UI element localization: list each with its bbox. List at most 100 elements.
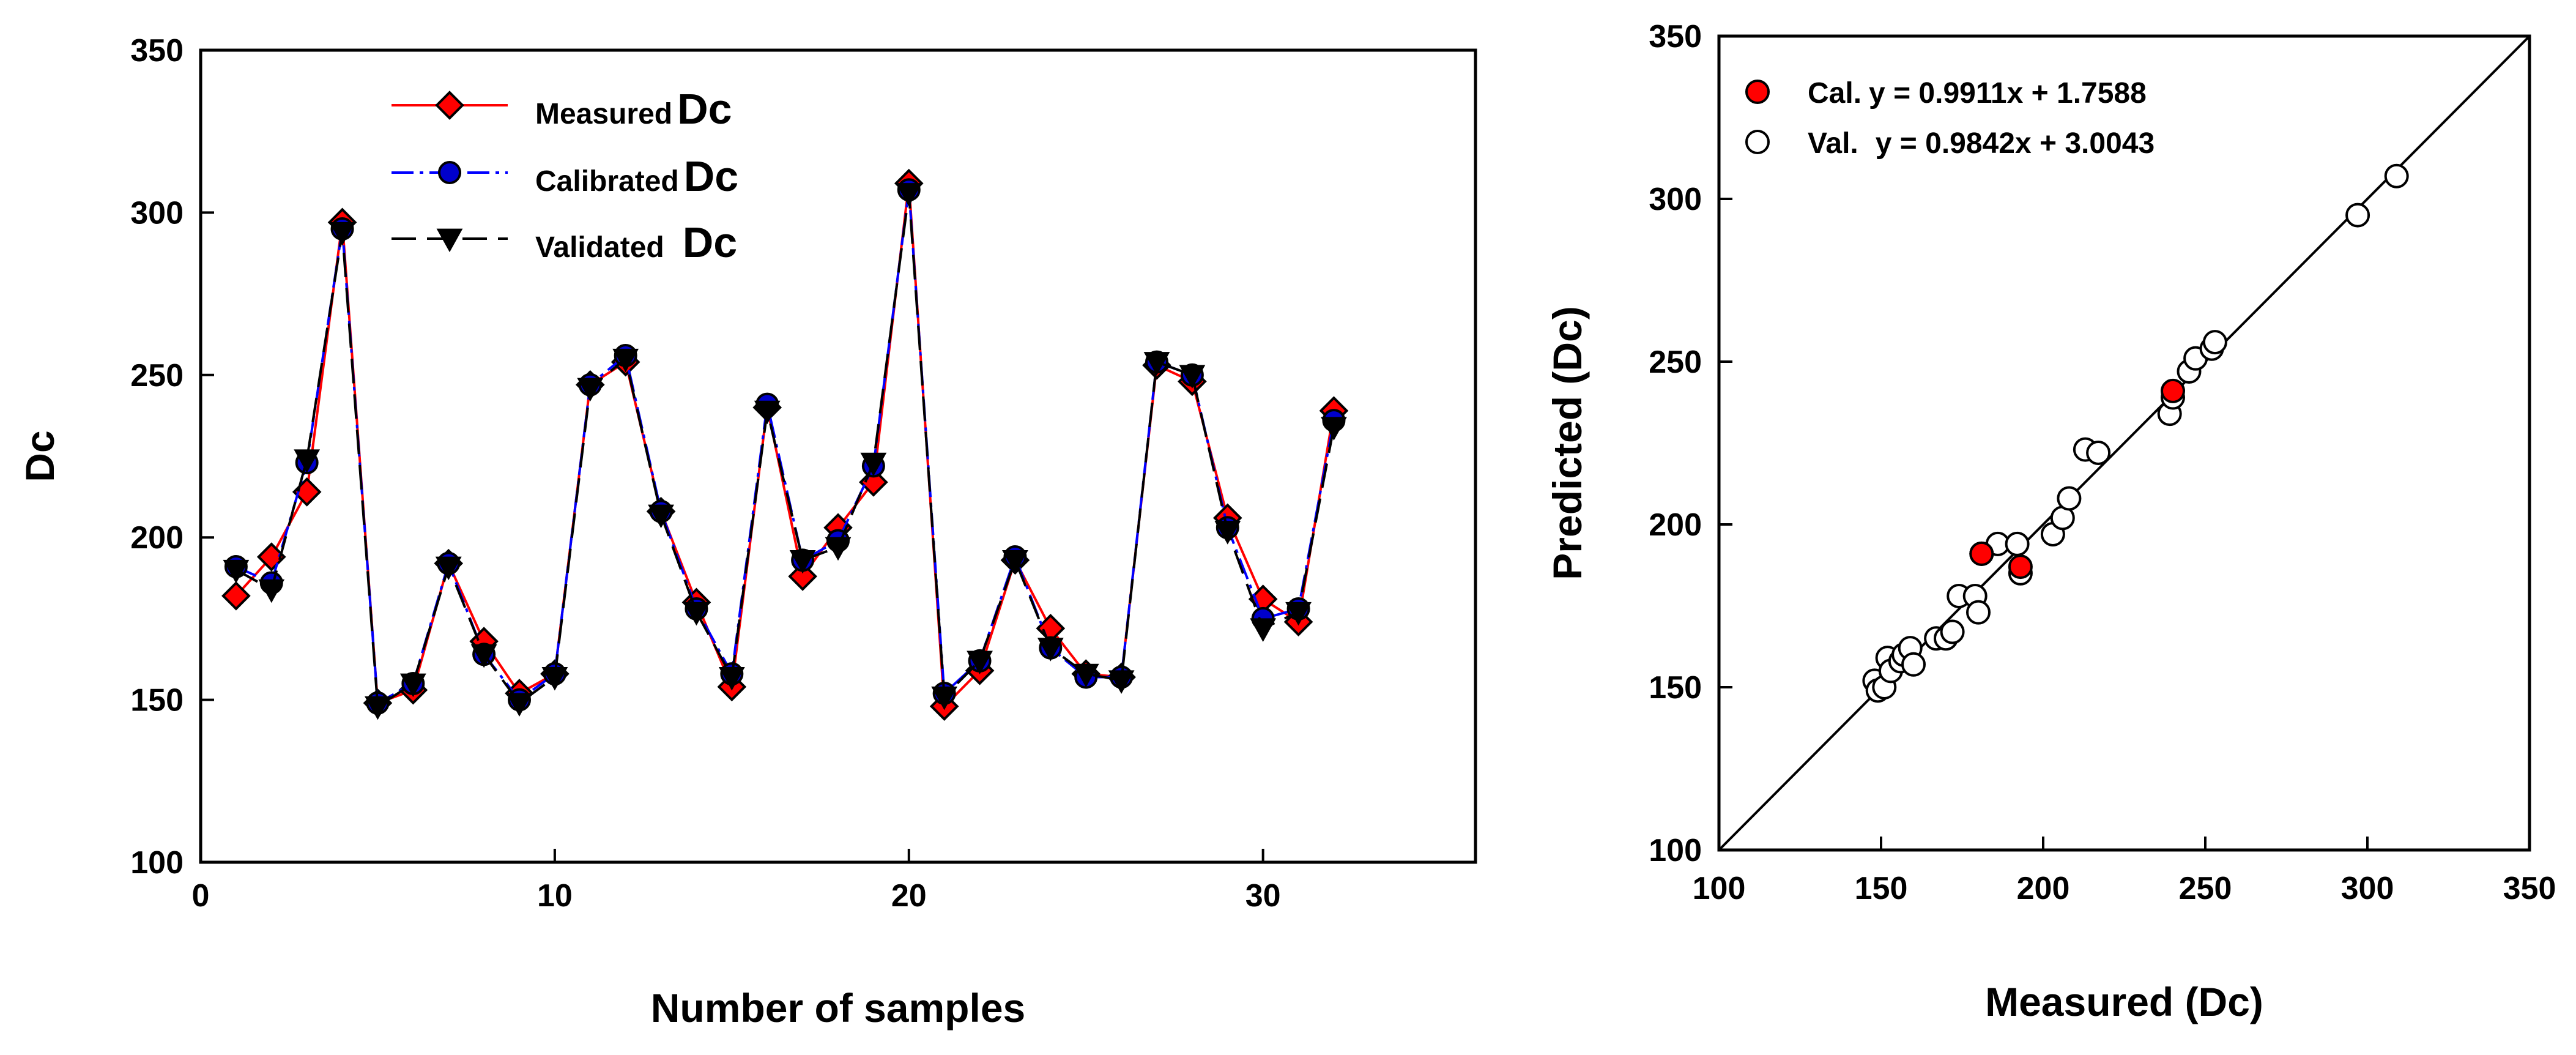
data-point [754,400,781,425]
data-point [256,542,286,572]
legend-marker [436,228,463,253]
data-point [1108,670,1135,694]
x-tick-label: 350 [2503,871,2556,906]
legend-label: Calibrated [535,165,679,198]
y-tick-label: 200 [130,520,184,556]
series-cal [1969,378,2185,580]
x-tick-label: 200 [2017,871,2070,906]
legend-marker [1745,130,1770,154]
y-tick-label: 350 [1649,19,1702,54]
data-point [1901,652,1926,677]
y-tick-label: 150 [130,683,184,718]
x-tick-label: 20 [891,878,927,914]
data-point [1037,638,1064,662]
plot-frame [1717,34,2531,852]
data-point [931,686,958,710]
data-point [1002,550,1028,574]
series-val [1862,163,2409,703]
data-point [789,550,816,574]
data-point [2005,531,2030,556]
series-line [236,189,1335,706]
x-tick-label: 250 [2179,871,2232,906]
data-point [2384,163,2409,188]
legend: Cal. y = 0.9911x + 1.7588 Val. y = 0.9842x … [1745,77,2155,160]
data-point [1966,600,1991,625]
series-measured [221,168,1349,721]
legend-suffix: Dc [677,85,732,133]
data-point [1940,619,1965,644]
data-point [470,644,497,668]
data-point [506,693,533,717]
data-point [2202,330,2227,355]
legend-label: Val. [1808,127,1858,160]
legend-marker [435,91,464,120]
data-point [258,579,285,603]
legend-label: Validated [535,231,664,264]
data-point [1285,602,1312,626]
series-validated [223,183,1347,720]
data-point [1072,663,1099,688]
y-tick-label: 100 [130,845,184,881]
data-point [2345,203,2370,228]
y-tick-label: 100 [1649,833,1702,868]
data-point [541,667,568,691]
y-tick-label: 300 [130,195,184,231]
data-point [648,504,674,529]
data-point [896,183,922,207]
data-point [683,602,710,626]
legend-entry: Validated Dc [535,218,737,266]
x-tick-label: 300 [2341,871,2394,906]
data-point [1179,365,1206,389]
data-point [1250,618,1277,642]
series-line [235,193,1335,709]
data-point [329,222,355,246]
line-chart: 100 150 200 250 300 350 0 10 20 30 Number of sampl… [17,33,1477,1031]
data-point [435,556,462,581]
x-tick-label: 0 [192,878,210,914]
series-line [235,183,1335,709]
data-point [1321,417,1347,441]
y-tick-label: 300 [1649,182,1702,217]
data-point [399,673,426,698]
data-point [612,348,639,373]
y-tick-label: 250 [1649,345,1702,380]
legend-label: Cal. [1808,77,1861,110]
scatter-chart: 100 150 200 250 300 350 100 150 200 250 300 350 Meas… [1545,19,2556,1024]
y-axis-title: Dc [17,430,62,482]
legend-entry: Measured Dc [535,85,732,133]
y-tick-label: 350 [130,33,184,69]
y-tick-label: 200 [1649,507,1702,543]
legend-equation: y = 0.9911x + 1.7588 [1869,77,2147,110]
data-point [223,559,250,584]
data-point [1969,541,1994,566]
data-point [2086,440,2111,465]
legend-suffix: Dc [683,218,737,266]
data-point [2008,554,2033,580]
legend-equation: y = 0.9842x + 3.0043 [1876,127,2155,160]
data-point [1214,521,1241,545]
data-point [860,452,887,477]
x-tick-label: 100 [1693,871,1746,906]
legend-label: Measured [535,98,672,130]
data-point [2057,486,2082,511]
data-point [577,378,604,402]
legend-marker [438,161,461,184]
y-tick-label: 150 [1649,670,1702,706]
data-point [718,667,745,691]
y-tick-label: 250 [130,358,184,393]
plot-frame [199,48,1477,864]
data-point [365,696,391,720]
x-tick-label: 10 [537,878,573,914]
data-point [967,651,993,675]
x-axis-title: Measured (Dc) [1985,979,2263,1024]
x-tick-label: 30 [1245,878,1281,914]
y-axis-title: Predicted (Dc) [1545,306,1590,580]
data-point [825,537,852,561]
data-point [788,562,817,591]
x-tick-label: 150 [1855,871,1908,906]
data-point [2161,378,2185,403]
legend-entry: Cal. y = 0.9911x + 1.7588 [1808,77,2147,110]
data-point [294,449,321,473]
